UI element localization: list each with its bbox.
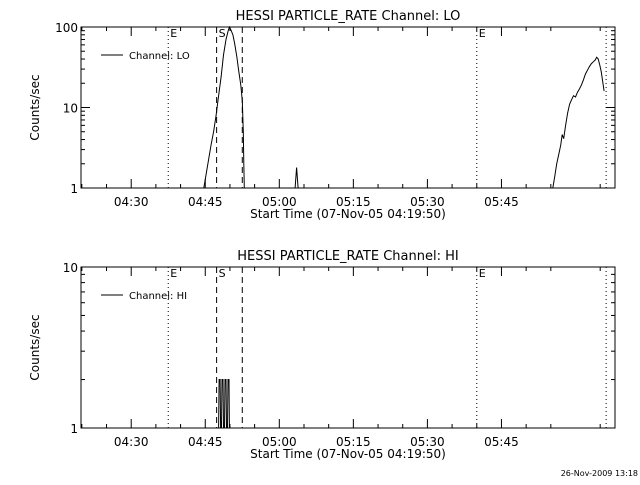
x-tick-label: 05:15 bbox=[336, 435, 371, 449]
series-line-lo bbox=[203, 25, 245, 189]
x-tick-label: 05:00 bbox=[262, 435, 297, 449]
event-marker-label: S bbox=[219, 27, 226, 40]
chart-title-lo: HESSI PARTICLE_RATE Channel: LO bbox=[236, 9, 461, 24]
y-tick-label: 10 bbox=[63, 102, 78, 116]
series-line-lo bbox=[294, 167, 299, 189]
y-tick-label: 10 bbox=[63, 261, 78, 275]
x-tick-label: 04:45 bbox=[188, 195, 223, 209]
series-line-lo bbox=[552, 56, 605, 189]
x-tick-label: 05:45 bbox=[484, 195, 519, 209]
x-tick-label: 04:45 bbox=[188, 435, 223, 449]
x-tick-label: 05:00 bbox=[262, 195, 297, 209]
event-marker-label: S bbox=[219, 267, 226, 280]
event-marker-label: E bbox=[479, 267, 486, 280]
footer-timestamp: 26-Nov-2009 13:18 bbox=[561, 469, 638, 478]
y-tick-label: 1 bbox=[70, 182, 78, 196]
x-axis-label-lo: Start Time (07-Nov-05 04:19:50) bbox=[250, 207, 446, 221]
x-tick-label: 04:30 bbox=[114, 195, 149, 209]
y-axis-label-lo: Counts/sec bbox=[28, 74, 42, 140]
y-tick-label: 1 bbox=[70, 422, 78, 436]
panel-lo: HESSI PARTICLE_RATE Channel: LO 1 10 100 04:… bbox=[28, 9, 616, 221]
x-tick-label: 05:30 bbox=[410, 435, 445, 449]
y-tick-label: 100 bbox=[55, 21, 78, 35]
y-axis-label-hi: Counts/sec bbox=[28, 314, 42, 380]
x-tick-label: 05:15 bbox=[336, 195, 371, 209]
event-marker-label: E bbox=[170, 27, 177, 40]
event-marker-label: E bbox=[170, 267, 177, 280]
chart-title-hi: HESSI PARTICLE_RATE Channel: HI bbox=[237, 249, 458, 264]
x-axis-label-hi: Start Time (07-Nov-05 04:19:50) bbox=[250, 447, 446, 461]
plot-frame-hi bbox=[80, 266, 616, 429]
panel-hi: HESSI PARTICLE_RATE Channel: HI 1 10 04:30 0… bbox=[28, 249, 616, 461]
x-tick-label: 04:30 bbox=[114, 435, 149, 449]
legend-label-hi: Channel: HI bbox=[129, 291, 187, 302]
x-tick-label: 05:30 bbox=[410, 195, 445, 209]
x-tick-label: 05:45 bbox=[484, 435, 519, 449]
legend-label-lo: Channel: LO bbox=[129, 51, 190, 62]
series-line-hi bbox=[218, 379, 230, 429]
event-marker-label: E bbox=[479, 27, 486, 40]
